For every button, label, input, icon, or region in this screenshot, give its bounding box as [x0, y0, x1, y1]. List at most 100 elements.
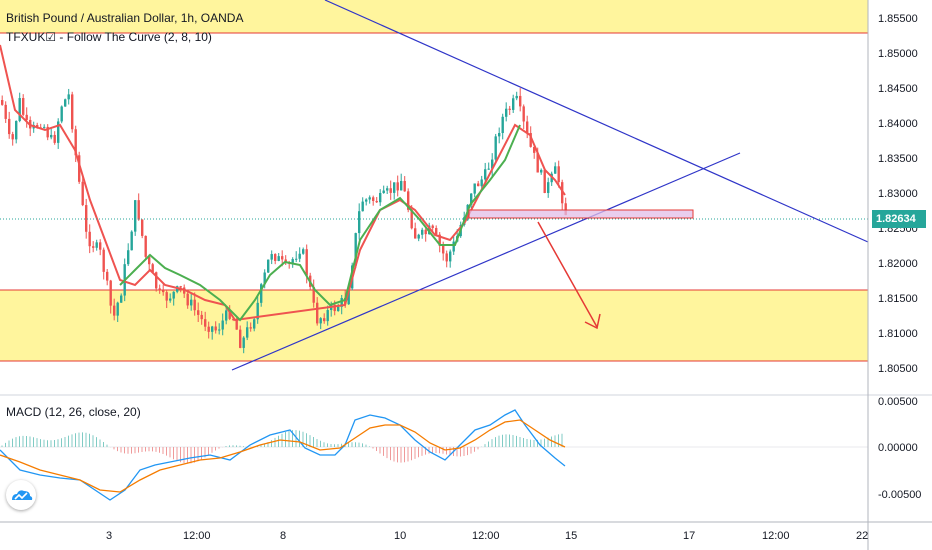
candle-body	[141, 219, 144, 236]
candle-body	[522, 106, 525, 122]
candle-body	[99, 242, 102, 250]
candle-body	[452, 241, 455, 252]
candle-body	[379, 193, 382, 203]
time-tick: 10	[394, 530, 406, 542]
candle-body	[221, 320, 224, 330]
candle-body	[396, 182, 399, 191]
candle-body	[277, 256, 280, 261]
symbol-title[interactable]: British Pound / Australian Dollar, 1h, O…	[6, 11, 244, 25]
candle-body	[281, 256, 284, 260]
price-tick: 1.80500	[878, 363, 918, 375]
candle-body	[270, 254, 273, 260]
candle-body	[57, 121, 60, 143]
candle-body	[533, 146, 536, 153]
candle-body	[207, 326, 210, 332]
candle-body	[305, 249, 308, 276]
candle-body	[127, 250, 130, 265]
candle-body	[18, 98, 21, 121]
candle-body	[239, 329, 242, 348]
candle-body	[526, 121, 529, 134]
candle-body	[389, 188, 392, 193]
candle-body	[515, 95, 518, 99]
candle-body	[477, 183, 480, 187]
candle-body	[368, 197, 371, 200]
price-tick: 1.84000	[878, 118, 918, 130]
candle-body	[228, 310, 231, 319]
ascending-trendline[interactable]	[231, 152, 741, 371]
candle-body	[501, 116, 504, 134]
candle-body	[473, 183, 476, 194]
price-axis[interactable]: 1.85500 1.85000 1.84500 1.84000 1.83500 …	[878, 13, 918, 375]
price-tick: 1.82000	[878, 258, 918, 270]
candle-body	[85, 205, 88, 232]
macd-signal-line	[0, 419, 566, 493]
candle-body	[417, 234, 420, 239]
candle-body	[407, 191, 410, 210]
candle-body	[43, 126, 46, 128]
candle-body	[137, 200, 140, 220]
candle-body	[109, 280, 112, 306]
candle-body	[218, 329, 221, 331]
indicator-legend[interactable]: TFXUK☑ - Follow The Curve (2, 8, 10)	[6, 30, 212, 44]
candle-body	[403, 180, 406, 192]
candle-body	[375, 200, 378, 203]
candle-body	[4, 104, 7, 119]
macd-histogram	[1, 430, 563, 464]
candle-body	[323, 318, 326, 322]
candle-body	[36, 125, 39, 128]
candle-body	[347, 288, 350, 305]
candle-body	[211, 326, 214, 332]
candle-body	[8, 118, 11, 135]
tradingview-logo-icon[interactable]	[6, 480, 36, 510]
candle-body	[519, 95, 522, 107]
candle-body	[428, 225, 431, 235]
candle-body	[120, 295, 123, 303]
candle-body	[81, 181, 84, 206]
candle-body	[431, 225, 434, 229]
candle-body	[274, 254, 277, 261]
candle-body	[298, 253, 301, 259]
candle-body	[554, 166, 557, 174]
candle-body	[291, 259, 294, 263]
candle-body	[53, 134, 56, 143]
candle-body	[316, 302, 319, 324]
candle-body	[151, 264, 154, 273]
breakout-box[interactable]	[468, 209, 694, 219]
candle-body	[494, 136, 497, 160]
candle-body	[295, 258, 298, 260]
candle-body	[505, 108, 508, 117]
candle-body	[382, 190, 385, 194]
candle-body	[64, 99, 67, 107]
time-tick: 17	[683, 530, 695, 542]
candle-body	[204, 319, 207, 327]
candle-body	[372, 197, 375, 201]
candle-body	[365, 199, 368, 202]
time-axis[interactable]: 3 12:00 8 10 12:00 15 17 12:00 22	[106, 530, 868, 542]
candle-body	[260, 284, 263, 303]
candle-body	[438, 234, 441, 246]
macd-tick: -0.00500	[878, 489, 921, 501]
candle-body	[67, 94, 70, 100]
candle-body	[74, 129, 77, 156]
candle-body	[172, 291, 175, 299]
macd-line	[0, 409, 566, 501]
candle-body	[116, 302, 119, 316]
candle-body	[358, 211, 361, 234]
candle-body	[11, 134, 14, 140]
candle-body	[71, 94, 74, 130]
time-tick: 12:00	[183, 530, 211, 542]
candle-body	[445, 253, 448, 262]
current-price-label: 1.82634	[872, 210, 926, 228]
macd-legend[interactable]: MACD (12, 26, close, 20)	[6, 405, 141, 419]
candle-body	[225, 310, 228, 321]
macd-axis[interactable]: 0.00500 0.00000 -0.00500	[878, 396, 921, 501]
candle-body	[60, 106, 63, 122]
time-tick: 12:00	[472, 530, 500, 542]
forecast-arrow-line[interactable]	[537, 221, 598, 328]
candle-body	[442, 245, 445, 254]
candle-body	[235, 319, 238, 330]
descending-trendline[interactable]	[324, 0, 869, 243]
candle-body	[508, 108, 511, 110]
